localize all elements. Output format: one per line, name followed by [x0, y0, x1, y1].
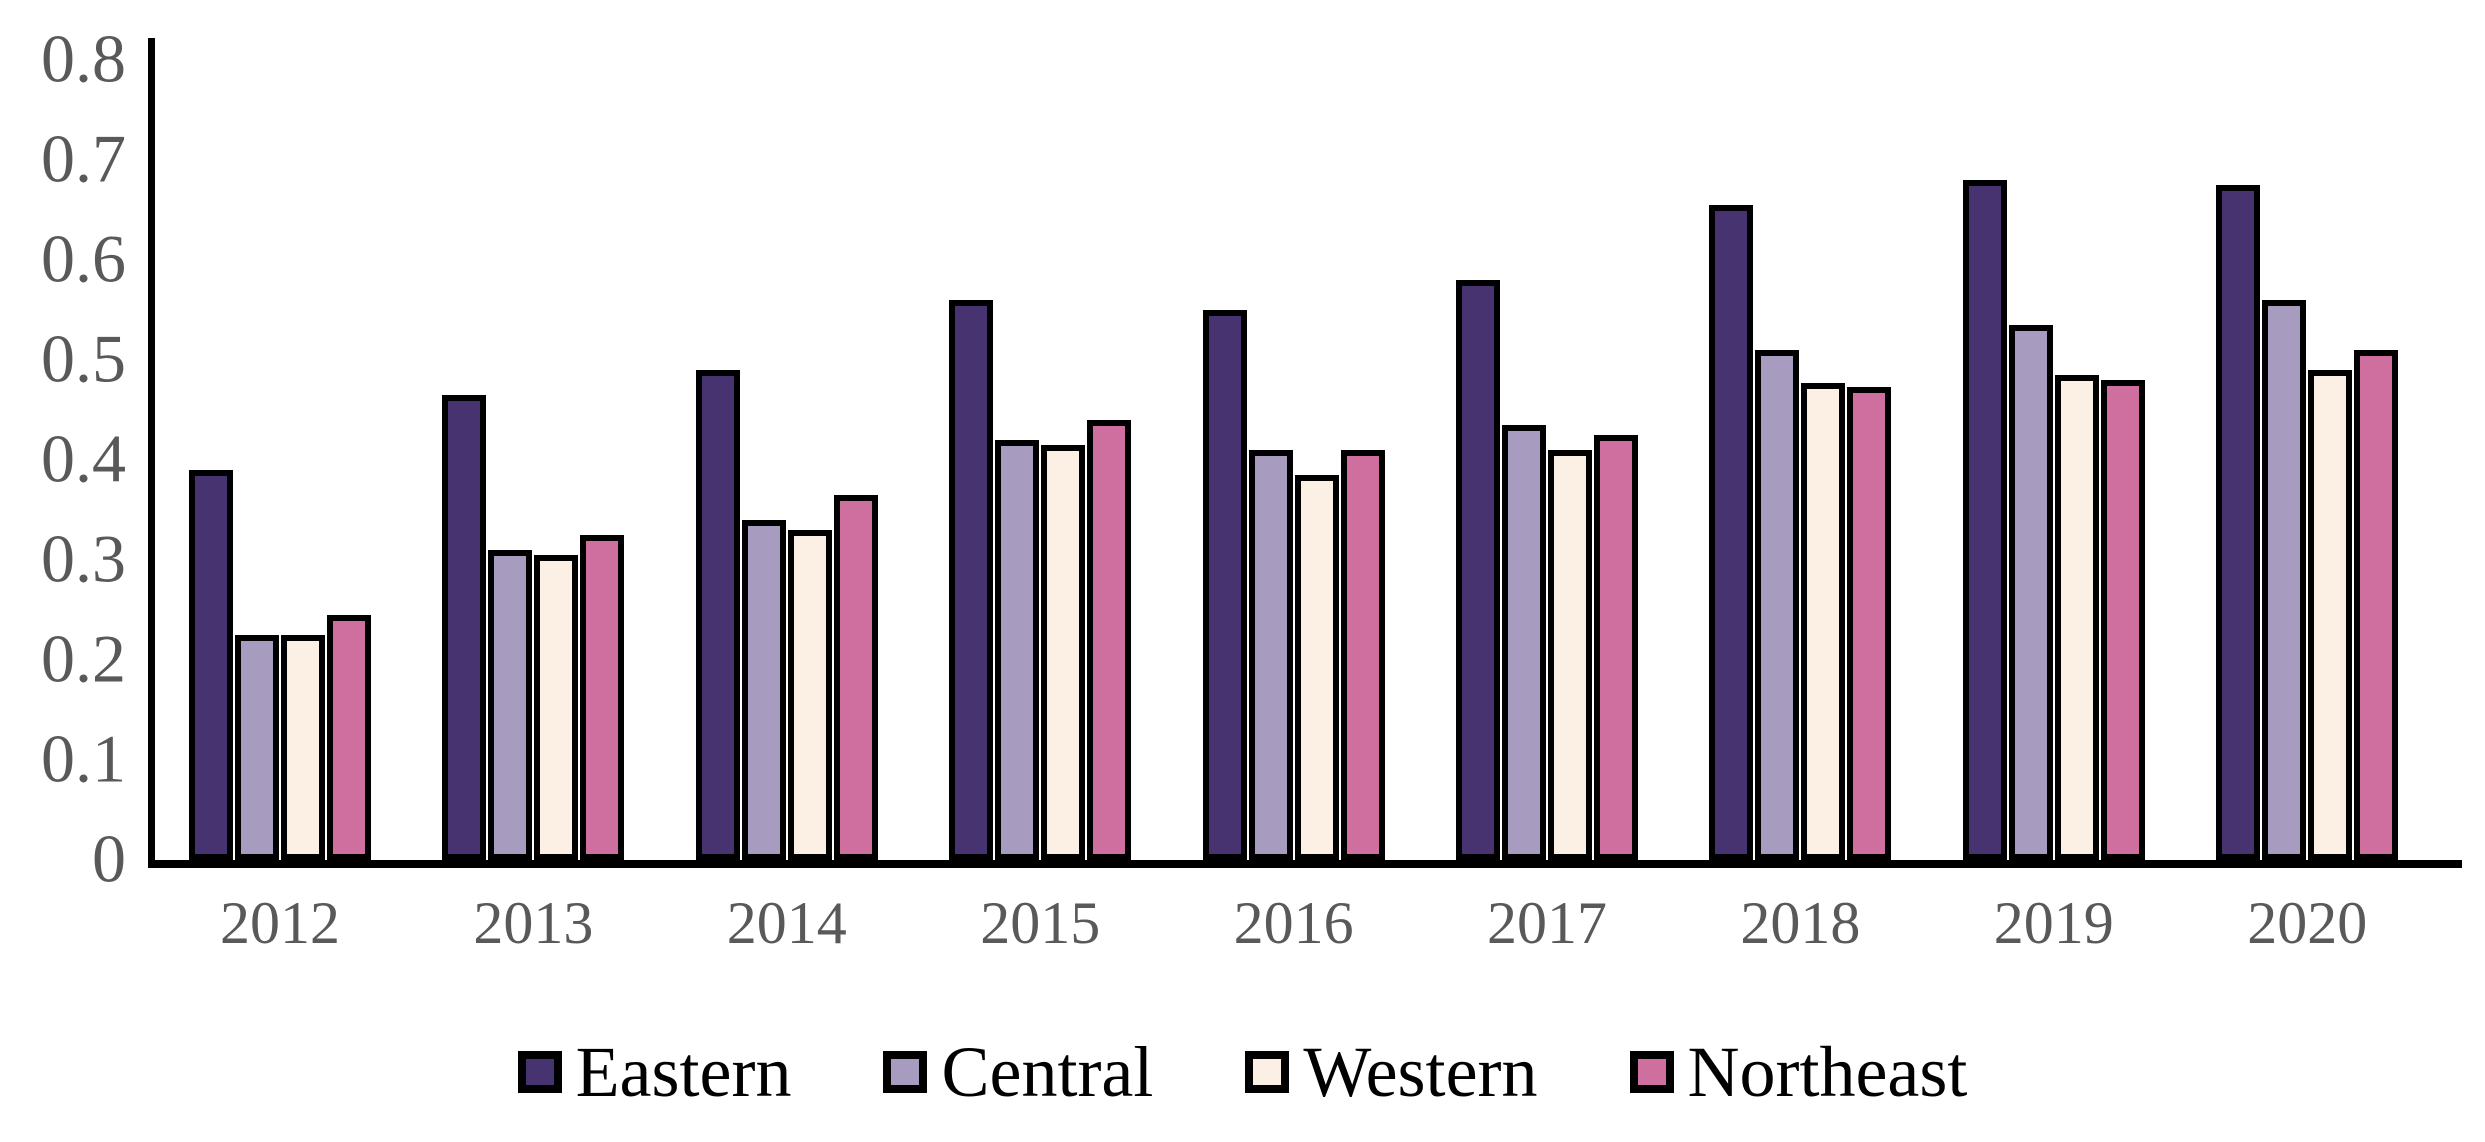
legend-item-central: Central — [883, 1036, 1153, 1108]
bar-central-2012 — [235, 635, 279, 860]
bar-eastern-2012 — [189, 470, 233, 860]
bar-northeast-2016 — [1341, 450, 1385, 860]
bar-western-2013 — [534, 555, 578, 860]
bar-eastern-2018 — [1709, 205, 1753, 860]
y-tick-label-0.3: 0.3 — [41, 520, 126, 597]
bar-central-2015 — [995, 440, 1039, 860]
y-tick-label-0.8: 0.8 — [41, 20, 126, 97]
legend-label-eastern: Eastern — [575, 1032, 792, 1112]
bar-western-2019 — [2055, 375, 2099, 860]
bar-central-2016 — [1249, 450, 1293, 860]
bar-central-2019 — [2009, 325, 2053, 860]
x-category-label-2019: 2019 — [1993, 890, 2114, 956]
legend-swatch-central — [883, 1051, 928, 1093]
y-tick-label-0.7: 0.7 — [41, 120, 126, 197]
bar-central-2013 — [488, 550, 532, 860]
x-category-label-2013: 2013 — [473, 890, 594, 956]
x-category-label-2016: 2016 — [1233, 890, 1354, 956]
bar-western-2016 — [1295, 475, 1339, 860]
bar-central-2018 — [1755, 350, 1799, 860]
bar-eastern-2014 — [696, 370, 740, 860]
bar-western-2018 — [1801, 383, 1845, 860]
bar-eastern-2019 — [1963, 180, 2007, 860]
y-tick-label-0.5: 0.5 — [41, 320, 126, 397]
legend-item-western: Western — [1245, 1032, 1538, 1112]
legend-label-central: Central — [941, 1032, 1154, 1112]
bar-western-2015 — [1041, 445, 1085, 860]
bar-eastern-2017 — [1456, 280, 1500, 860]
legend-label-western: Western — [1303, 1032, 1538, 1112]
bar-western-2014 — [788, 530, 832, 860]
bar-northeast-2014 — [834, 495, 878, 860]
legend-swatch-eastern — [517, 1051, 562, 1093]
x-category-label-2012: 2012 — [220, 890, 340, 956]
legend-label-northeast: Northeast — [1687, 1032, 1968, 1112]
y-tick-label-0.2: 0.2 — [41, 620, 126, 697]
bar-eastern-2015 — [949, 300, 993, 860]
x-category-label-2018: 2018 — [1740, 890, 1861, 956]
bar-northeast-2020 — [2354, 350, 2398, 860]
x-category-label-2014: 2014 — [726, 890, 847, 956]
x-axis-line — [148, 860, 2462, 868]
bar-northeast-2018 — [1847, 387, 1891, 860]
bar-northeast-2013 — [580, 535, 624, 860]
bar-northeast-2019 — [2101, 380, 2145, 860]
bar-central-2017 — [1502, 425, 1546, 860]
bar-western-2012 — [281, 635, 325, 860]
bar-central-2014 — [742, 520, 786, 860]
chart-legend: Eastern Central Western Northeast — [0, 1036, 2485, 1108]
y-tick-label-0: 0 — [92, 820, 126, 897]
bar-northeast-2015 — [1087, 420, 1131, 860]
y-tick-label-0.6: 0.6 — [41, 220, 126, 297]
bar-western-2017 — [1548, 450, 1592, 860]
bar-northeast-2012 — [327, 615, 371, 860]
x-category-label-2020: 2020 — [2247, 890, 2368, 956]
y-tick-label-0.4: 0.4 — [41, 420, 126, 497]
bar-eastern-2013 — [442, 395, 486, 860]
bar-eastern-2020 — [2216, 185, 2260, 860]
bar-central-2020 — [2262, 300, 2306, 860]
legend-swatch-northeast — [1629, 1051, 1674, 1093]
legend-swatch-western — [1245, 1051, 1290, 1093]
legend-item-northeast: Northeast — [1629, 1032, 1968, 1112]
legend-item-eastern: Eastern — [517, 1032, 792, 1112]
bar-northeast-2017 — [1594, 435, 1638, 860]
y-tick-label-0.1: 0.1 — [41, 720, 126, 797]
bar-eastern-2016 — [1203, 310, 1247, 860]
x-category-label-2017: 2017 — [1487, 890, 1607, 956]
x-category-label-2015: 2015 — [980, 890, 1101, 956]
bar-western-2020 — [2308, 370, 2352, 860]
y-axis-line — [148, 38, 155, 868]
